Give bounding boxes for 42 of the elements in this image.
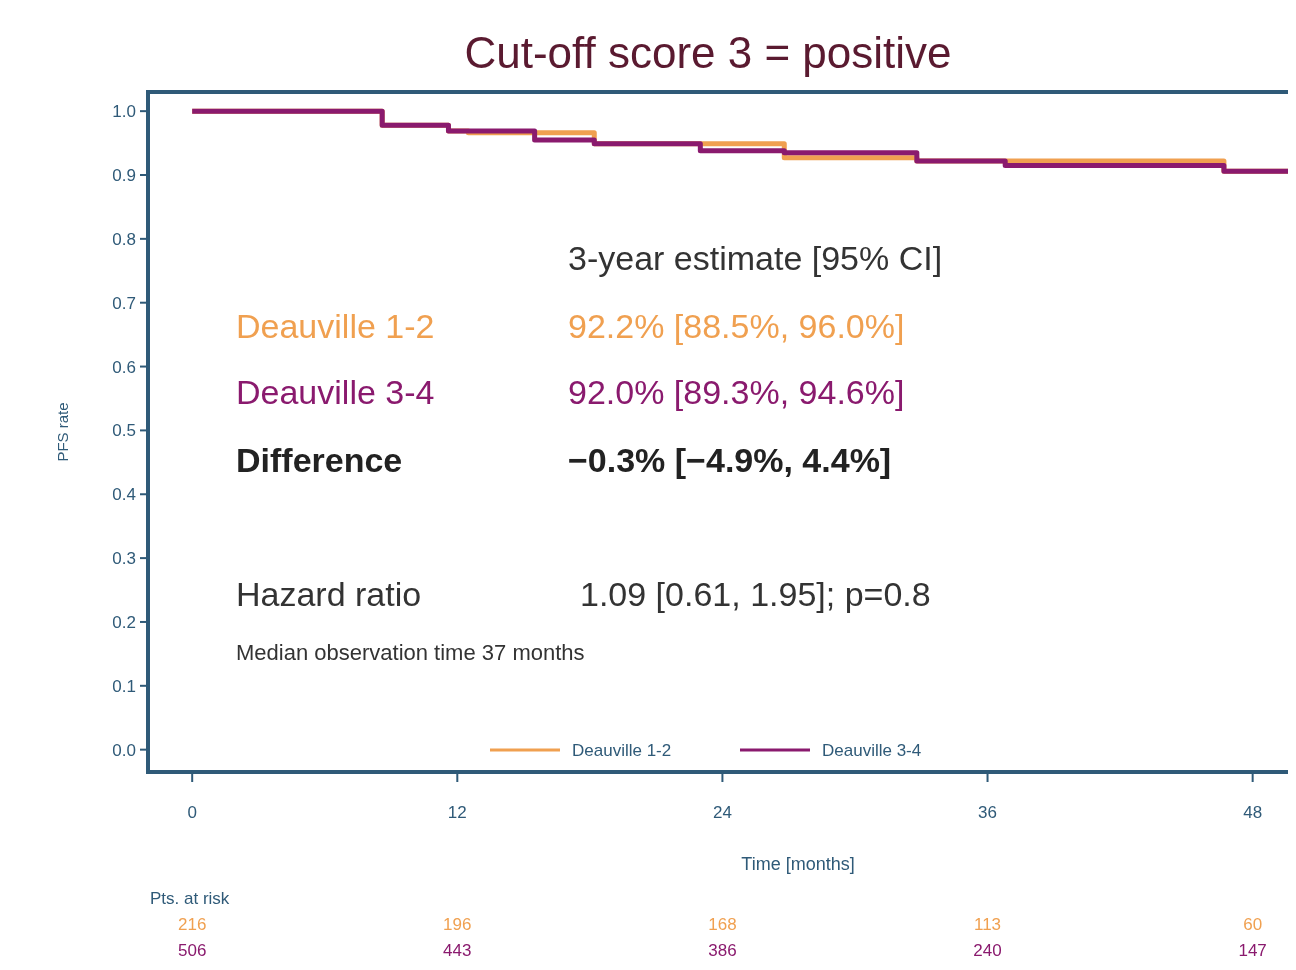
text: 443 [443, 941, 472, 960]
annotation: Deauville 1-2 [236, 307, 435, 345]
y-axis-title: PFS rate [54, 402, 71, 462]
text: 386 [708, 941, 737, 960]
x-tick-label: 48 [1243, 803, 1263, 822]
text: 147 [1238, 941, 1267, 960]
annotation: 92.2% [88.5%, 96.0%] [568, 307, 905, 345]
y-tick-label: 0.9 [112, 166, 136, 185]
x-tick-label: 12 [447, 803, 467, 822]
x-tick-label: 36 [978, 803, 997, 822]
legend-label: Deauville 1-2 [572, 741, 672, 760]
annotation: 1.09 [0.61, 1.95]; p=0.8 [580, 575, 931, 613]
chart-title: Cut-off score 3 = positive [464, 28, 952, 77]
y-tick-label: 0.8 [112, 229, 136, 249]
y-tick-label: 0.1 [112, 676, 136, 696]
x-tick-label: 0 [187, 803, 197, 822]
text: 60 [1243, 915, 1263, 934]
annotation: Hazard ratio [236, 575, 422, 613]
y-tick-label: 1.0 [112, 102, 136, 122]
y-tick-label: 0.6 [112, 357, 136, 377]
y-tick-label: 0.5 [112, 421, 136, 441]
annotation: Difference [236, 441, 403, 479]
y-tick-label: 0.0 [112, 740, 136, 760]
annotation: 92.0% [89.3%, 94.6%] [568, 373, 905, 411]
annotation: Deauville 3-4 [236, 373, 435, 411]
text: 168 [708, 915, 737, 934]
y-tick-label: 0.2 [112, 612, 136, 632]
y-tick-label: 0.4 [112, 485, 136, 505]
text: 506 [178, 941, 207, 960]
x-tick-label: 24 [712, 803, 732, 822]
text: 196 [443, 915, 472, 934]
y-tick-label: 0.7 [112, 293, 136, 313]
annotation: −0.3% [−4.9%, 4.4%] [568, 441, 892, 479]
text: 113 [973, 915, 1002, 934]
annotation: Median observation time 37 months [236, 640, 585, 665]
x-axis-title: Time [months] [741, 854, 855, 874]
y-tick-label: 0.3 [112, 549, 136, 569]
text: 240 [973, 941, 1002, 960]
annotation: 3-year estimate [95% CI] [568, 239, 943, 277]
text: Pts. at risk [150, 889, 230, 908]
text: 216 [178, 915, 207, 934]
legend-label: Deauville 3-4 [822, 741, 922, 760]
